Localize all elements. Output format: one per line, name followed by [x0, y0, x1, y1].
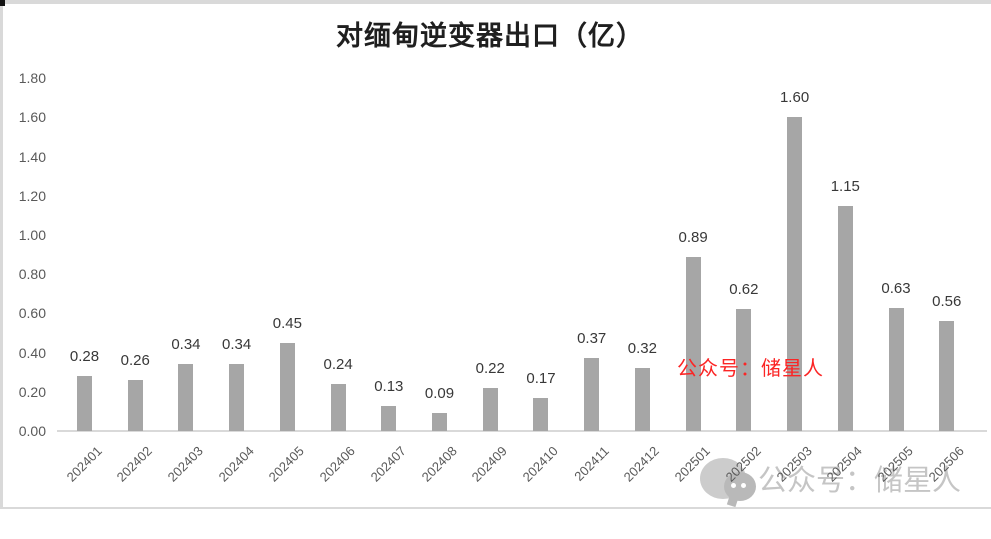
bar — [178, 364, 194, 431]
bar-value-label: 0.45 — [272, 314, 302, 332]
bar — [127, 380, 143, 431]
bar — [837, 205, 853, 431]
bar-value-label: 0.89 — [678, 228, 708, 246]
corner-mark — [0, 0, 5, 6]
bar-value-label: 0.62 — [729, 281, 759, 299]
x-tick-label: 202404 — [215, 443, 257, 485]
x-tick-label: 202407 — [367, 443, 409, 485]
x-tick-label: 202408 — [418, 443, 460, 485]
chart-frame-left-border — [0, 0, 3, 509]
x-tick-label: 202411 — [570, 443, 612, 484]
wechat-icon-eye — [741, 483, 746, 488]
bar-value-label: 0.22 — [475, 359, 505, 377]
x-tick-label: 202401 — [63, 443, 105, 485]
y-tick-label: 0.80 — [18, 266, 46, 283]
bar-value-label: 0.26 — [120, 352, 150, 370]
bar-value-label: 0.37 — [577, 330, 607, 348]
x-axis-line — [57, 430, 987, 432]
x-tick-label: 202505 — [874, 443, 916, 485]
x-tick-label: 202503 — [773, 443, 815, 485]
bar-value-label: 1.15 — [830, 177, 860, 195]
bar-value-label: 0.28 — [69, 348, 100, 366]
chart-frame-bottom-border — [0, 507, 991, 509]
chart-frame-top-border — [0, 0, 991, 4]
bar — [533, 397, 549, 431]
chart-title: 对缅甸逆变器出口（亿） — [336, 21, 644, 52]
x-tick-label: 202409 — [468, 443, 511, 485]
y-tick-label: 1.80 — [18, 70, 46, 87]
x-tick-label: 202501 — [671, 443, 714, 485]
wechat-icon-small-bubble — [724, 472, 756, 501]
bar-value-label: 0.13 — [374, 377, 404, 395]
y-tick-label: 1.60 — [18, 109, 46, 126]
y-tick-label: 0.00 — [18, 423, 46, 439]
wechat-icon-eye — [731, 483, 736, 488]
y-tick-label: 1.40 — [18, 148, 46, 165]
bar-value-label: 0.34 — [222, 336, 252, 354]
bar — [634, 368, 650, 431]
red-watermark-text: 公众号：储星人 — [677, 358, 824, 380]
bar — [482, 387, 498, 431]
bar — [330, 383, 346, 431]
x-tick-label: 202412 — [621, 443, 663, 485]
y-tick-label: 1.00 — [18, 227, 46, 243]
y-tick-label: 0.20 — [18, 383, 46, 400]
x-tick-label: 202506 — [925, 443, 967, 485]
bar — [787, 117, 803, 431]
x-tick-label: 202405 — [265, 443, 308, 485]
x-axis: 202401 202402 202403 202404 202405 202406 2024… — [63, 443, 967, 484]
bar — [888, 307, 904, 431]
x-tick-label: 202504 — [823, 443, 866, 485]
y-tick-label: 0.60 — [18, 305, 46, 322]
y-axis: 1.80 1.60 1.40 1.20 1.00 0.80 0.60 0.40 0.20 0.00 — [18, 70, 46, 439]
bar-value-label: 1.60 — [779, 89, 810, 107]
bar-value-label: 0.17 — [526, 369, 556, 387]
y-tick-label: 0.40 — [18, 344, 46, 361]
x-tick-label: 202502 — [722, 443, 764, 485]
bar-value-label: 0.24 — [323, 355, 353, 373]
y-tick-label: 1.20 — [18, 187, 46, 204]
bar-value-label: 0.09 — [424, 385, 455, 403]
bar-value-label: 0.34 — [171, 336, 201, 354]
plot-area: 0.28 0.26 0.34 0.34 0.45 0.24 0.13 0.09 0.22 0.17… — [69, 89, 962, 431]
bar-value-label: 0.63 — [881, 279, 911, 297]
gray-watermark-text: 公众号：储星人 — [758, 465, 962, 497]
bar — [432, 413, 448, 431]
x-tick-label: 202402 — [113, 443, 156, 485]
bar-value-label: 0.32 — [627, 340, 657, 358]
bar — [77, 376, 92, 431]
x-tick-label: 202410 — [519, 443, 561, 485]
x-tick-label: 202406 — [316, 443, 358, 485]
bar — [229, 364, 245, 431]
x-tick-label: 202403 — [164, 443, 206, 485]
bar — [939, 321, 955, 431]
wechat-icon — [698, 457, 756, 508]
bar-value-label: 0.56 — [932, 293, 962, 311]
bar — [736, 309, 752, 431]
bar — [584, 358, 600, 431]
bar — [685, 256, 701, 431]
bar — [381, 405, 397, 431]
bar — [279, 342, 295, 431]
